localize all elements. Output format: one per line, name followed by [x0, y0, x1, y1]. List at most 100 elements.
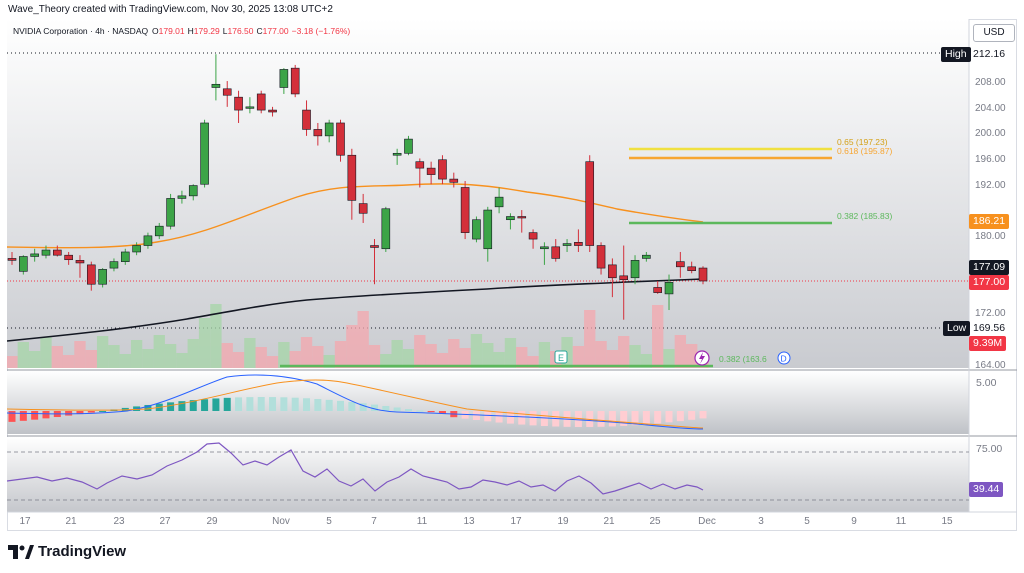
dividend-marker-label: D [781, 354, 787, 364]
candle-body [53, 249, 62, 256]
candle-body [653, 287, 662, 293]
volume-bar [686, 344, 698, 368]
candle-body [540, 246, 549, 250]
candle [619, 245, 629, 320]
candle [676, 251, 685, 278]
price-axis[interactable]: 208.00 204.00 200.00 196.00 192.00 180.00 172.… [975, 77, 1006, 371]
dividend-marker[interactable]: D [777, 351, 791, 365]
main-chart[interactable]: NVIDIA Corporation · 4h · NASDAQ O179.01… [7, 19, 1017, 531]
candle [358, 193, 368, 223]
candle [404, 135, 413, 156]
candle [132, 242, 141, 256]
volume-bar [266, 356, 279, 368]
candle-body [585, 161, 595, 246]
candle [347, 148, 357, 220]
candle-body [449, 178, 459, 183]
time-axis-label: 29 [206, 516, 218, 527]
candle [200, 119, 209, 188]
time-axis-label: 3 [758, 516, 764, 527]
volume-value-box: 9.39M [969, 336, 1007, 351]
volume-bar [255, 347, 267, 368]
volume-bar [176, 353, 188, 368]
macd-bar [99, 411, 107, 412]
volume-bar [119, 354, 131, 368]
volume-bar [312, 346, 324, 368]
candle [415, 158, 425, 188]
volume-bar [538, 342, 551, 368]
candle-body [143, 235, 153, 246]
macd-bar [370, 404, 378, 411]
currency-button[interactable]: USD [973, 24, 1015, 42]
candle [30, 248, 39, 262]
earnings-marker[interactable]: E [554, 350, 568, 364]
volume-bar [40, 337, 52, 368]
candle-body [166, 198, 175, 227]
time-axis-label: 5 [326, 516, 332, 527]
candle-body [268, 109, 277, 113]
macd-bar [438, 411, 446, 414]
candle-body [336, 122, 345, 156]
candle-body [506, 216, 515, 221]
flash-icon[interactable] [694, 350, 710, 366]
candle-body [483, 209, 493, 250]
candle-body [177, 195, 187, 199]
current-price-black-box: 177.09 [969, 260, 1010, 275]
macd-bar [246, 397, 254, 411]
candle-body [460, 187, 470, 233]
candle [687, 261, 696, 274]
candle [370, 239, 379, 285]
legend-l-value: 176.50 [228, 26, 254, 36]
time-axis-label: 9 [851, 516, 857, 527]
legend-c-value: 177.00 [263, 26, 289, 36]
candlesticks [7, 54, 708, 320]
time-axis-label: 25 [649, 516, 661, 527]
candle [222, 81, 232, 107]
volume-bar [674, 335, 687, 368]
candle [109, 258, 119, 272]
candle [234, 90, 243, 123]
macd-bar [76, 411, 84, 415]
candle-body [64, 254, 73, 261]
candle-body [358, 203, 368, 214]
tradingview-logo[interactable]: TradingView [8, 543, 126, 560]
time-axis-label: 17 [19, 516, 31, 527]
low-value-box: 169.56 [973, 322, 1006, 334]
legend-o-value: 179.01 [159, 26, 185, 36]
time-axis-label: 19 [557, 516, 569, 527]
candle [664, 274, 674, 311]
price-axis-tick: 200.00 [975, 128, 1006, 139]
candle [7, 251, 17, 265]
candle-body [234, 96, 243, 111]
volume-bar [436, 353, 449, 368]
low-label-box: Low [943, 321, 971, 336]
volume-bar [244, 338, 256, 368]
candle-body [676, 261, 685, 268]
time-axis[interactable]: 17 21 23 27 29 Nov 5 7 11 13 17 19 21 25 Dec 3 5 9 11 15 [19, 516, 953, 527]
macd-bar [280, 397, 288, 411]
volume-bar [663, 349, 675, 368]
macd-bar [404, 409, 412, 411]
volume-bar [85, 350, 97, 368]
volume-bar [482, 343, 494, 368]
volume-bar [391, 340, 403, 368]
macd-bar [484, 411, 492, 422]
candle-body [528, 232, 538, 240]
macd-bar [269, 397, 277, 411]
candle [585, 155, 595, 252]
macd-bar [699, 411, 707, 419]
candle [41, 245, 51, 259]
price-axis-tick: 172.00 [975, 308, 1006, 319]
volume-bar [504, 338, 517, 368]
macd-bar [472, 411, 480, 421]
macd-axis-tick: 5.00 [976, 377, 997, 389]
candle [630, 255, 640, 285]
candle [438, 155, 447, 185]
candle-body [222, 88, 232, 96]
candle [608, 258, 617, 298]
candle-body [188, 185, 198, 197]
price-axis-tick: 164.00 [975, 360, 1006, 371]
candle-body [494, 196, 504, 208]
volume-bar [221, 343, 233, 368]
macd-bar [314, 398, 322, 411]
candle [551, 239, 561, 262]
